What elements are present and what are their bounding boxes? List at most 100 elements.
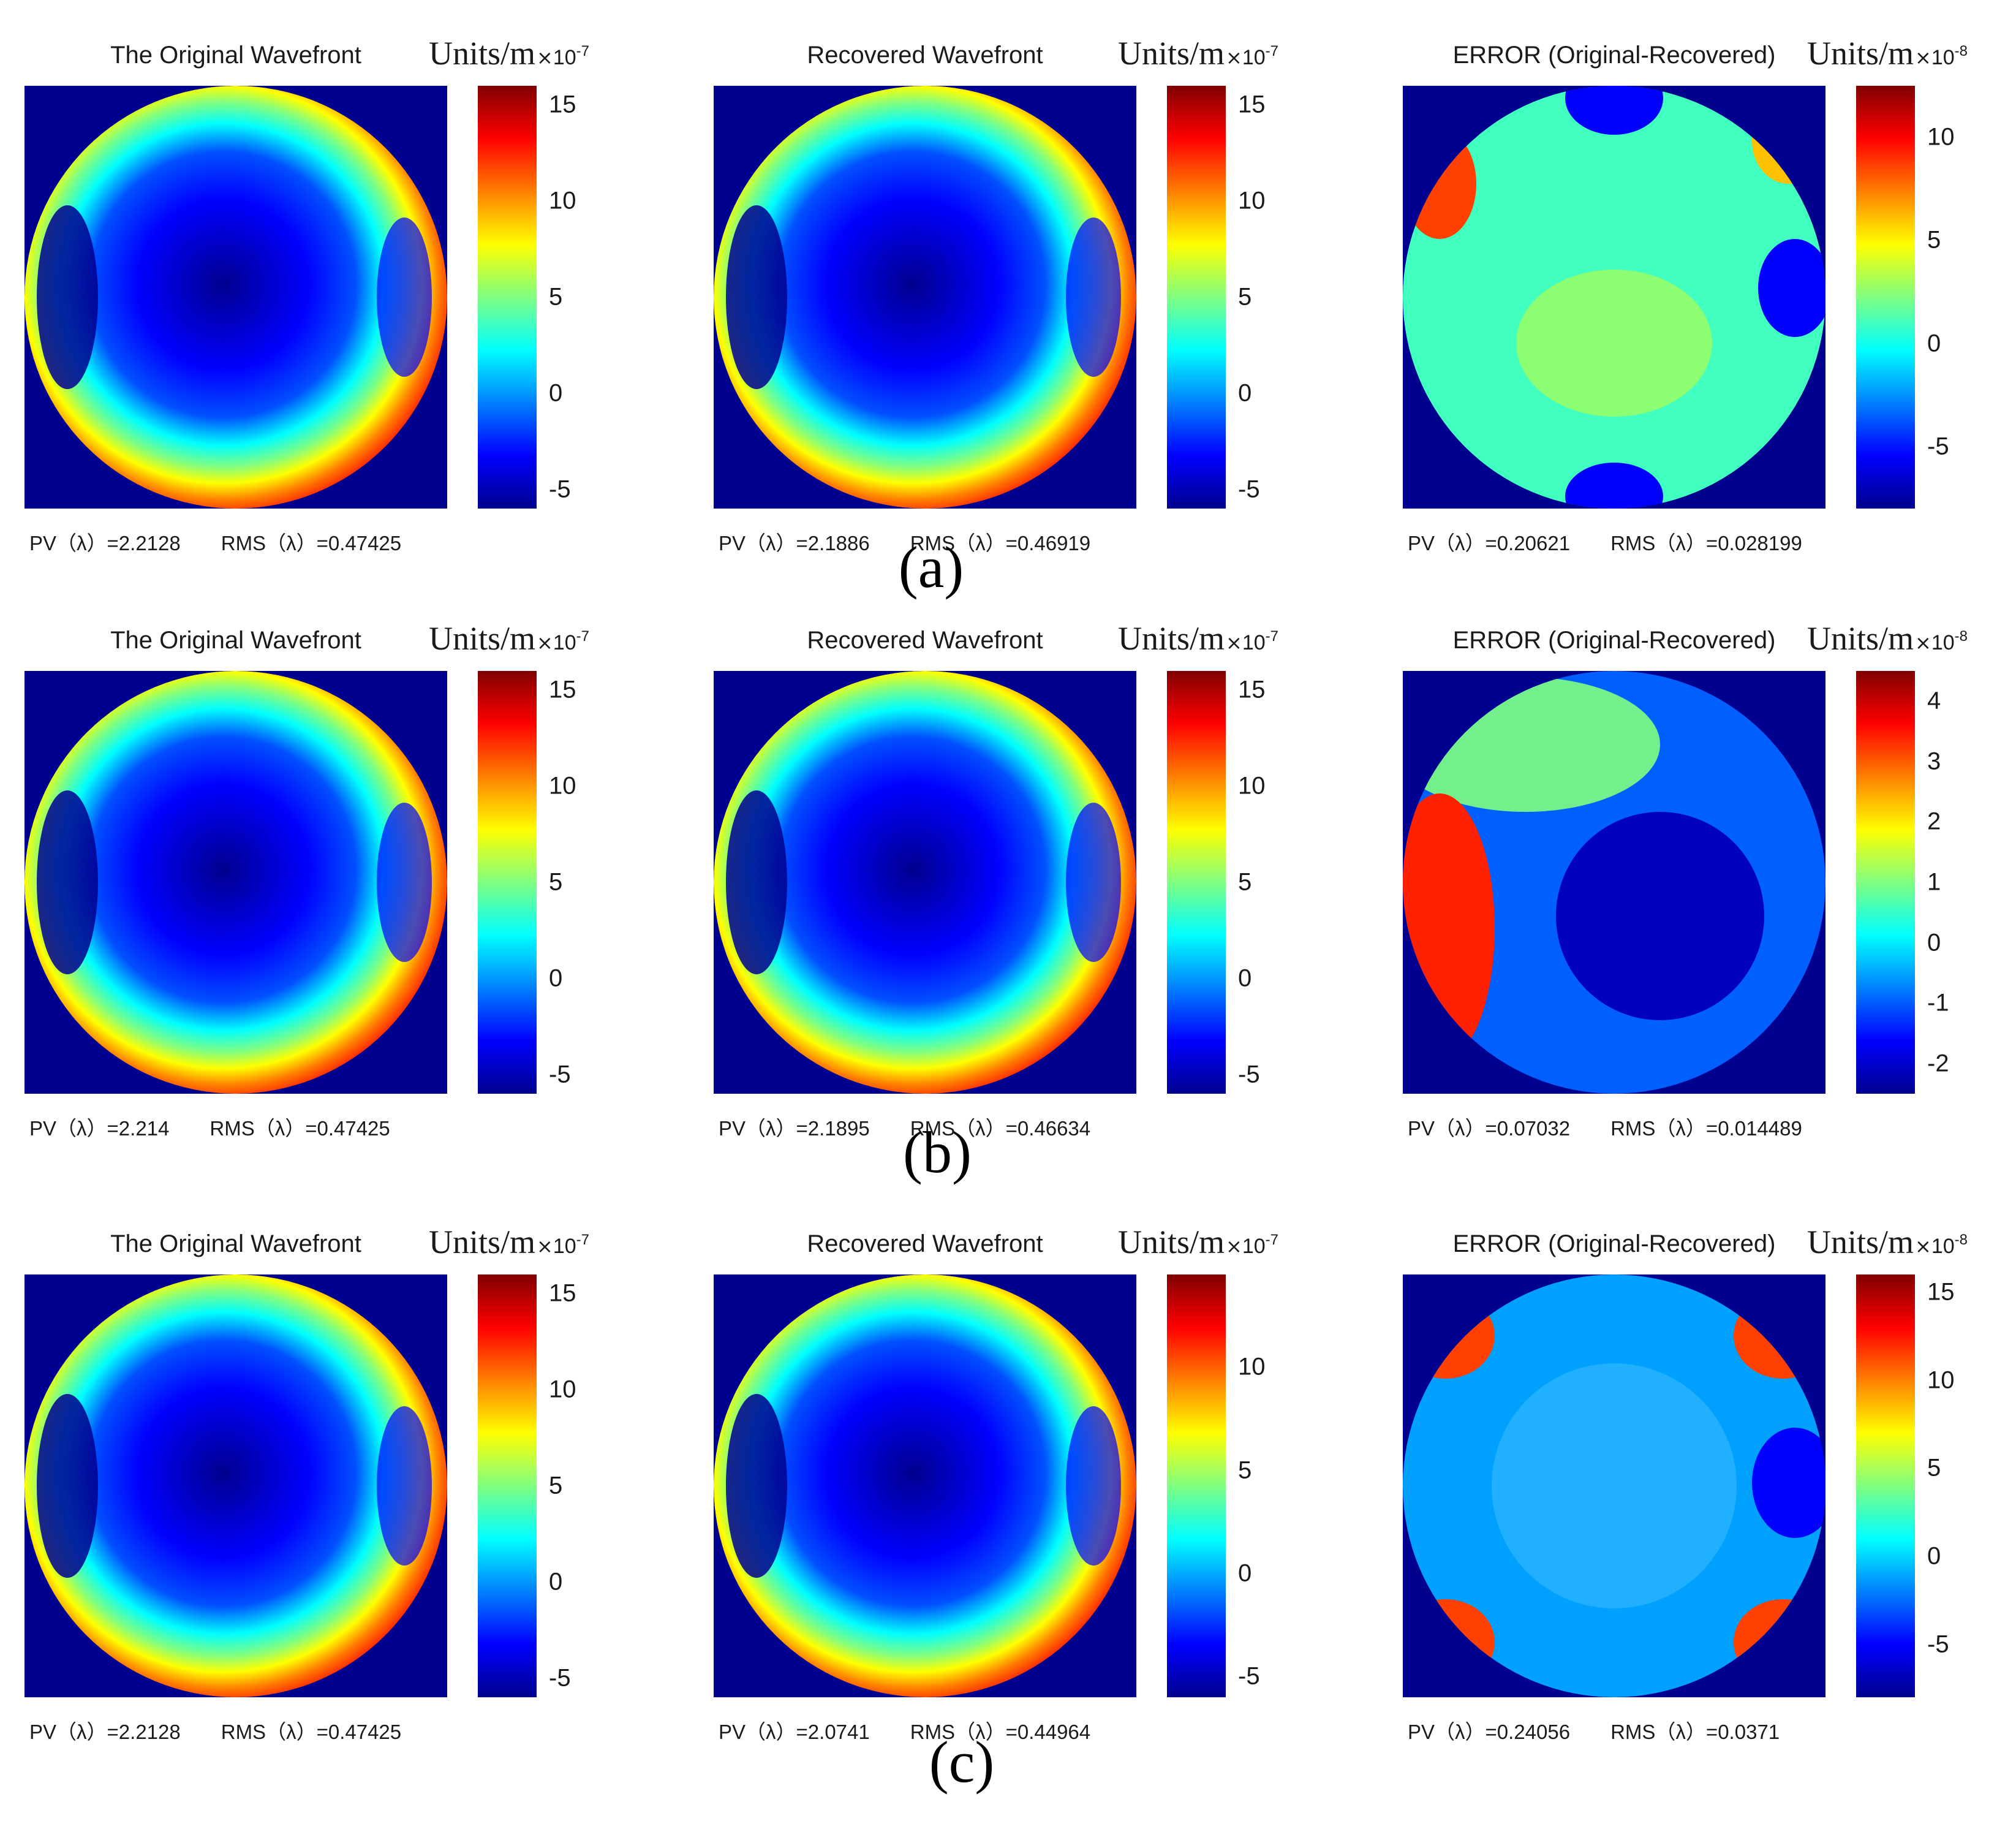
colorbar: -5 0 5 10 15: [1167, 86, 1266, 509]
edge-trough-right: [377, 1406, 432, 1566]
edge-trough-right: [1066, 1406, 1121, 1566]
colorbar: -2 -1 0 1 2 3 4: [1856, 671, 1949, 1094]
error-low-right: [1752, 1428, 1825, 1538]
colorbar-gradient: [1167, 1274, 1226, 1697]
units-times: ×: [1226, 631, 1242, 654]
units-mantissa: 10: [553, 631, 576, 654]
units-text: Units/m: [1118, 35, 1225, 72]
heatmap-plot: [714, 1274, 1136, 1697]
colorbar-units-label: Units/m×10-7: [1118, 34, 1278, 72]
colorbar-tick-label: -5: [549, 1664, 571, 1692]
units-text: Units/m: [429, 620, 536, 657]
chart-title: The Original Wavefront: [110, 627, 361, 654]
wavefront-disk: [25, 86, 447, 509]
rms-value: RMS（λ）=0.014489: [1610, 1117, 1802, 1140]
error-high-left: [1403, 129, 1476, 239]
edge-trough-right: [1066, 218, 1121, 377]
colorbar-units-label: Units/m×10-7: [429, 1223, 589, 1261]
colorbar-tick-label: 0: [1238, 1559, 1252, 1587]
error-high-right: [1752, 98, 1825, 184]
heatmap-content: [1403, 671, 1825, 1094]
edge-trough-left: [37, 790, 98, 974]
colorbar-units-label: Units/m×10-7: [429, 34, 589, 72]
colorbar-tick-label: -5: [1238, 475, 1260, 503]
heatmap-content: [714, 86, 1136, 509]
heatmap-plot: [25, 671, 447, 1094]
chart-panel: Recovered Wavefront Units/m×10-7 -5 0 5 10 15 P…: [689, 34, 1338, 588]
units-mantissa: 10: [1931, 631, 1955, 654]
units-exponent: -7: [576, 628, 590, 645]
colorbar: -5 0 5 10 15: [478, 1274, 576, 1697]
colorbar-tick-label: 5: [1238, 868, 1252, 896]
units-exponent: -7: [1265, 43, 1279, 59]
units-exponent: -8: [1954, 628, 1968, 645]
colorbar-gradient: [478, 671, 537, 1094]
edge-trough-right: [377, 218, 432, 377]
pv-rms-stats: PV（λ）=0.07032 RMS（λ）=0.014489: [1408, 1112, 1802, 1142]
heatmap-plot: [1403, 671, 1825, 1094]
row-label: (c): [929, 1729, 995, 1795]
units-times: ×: [1915, 46, 1931, 69]
edge-trough-left: [37, 205, 98, 389]
units-text: Units/m: [429, 35, 536, 72]
units-text: Units/m: [1118, 620, 1225, 657]
units-exponent: -8: [1954, 43, 1968, 59]
colorbar: -5 0 5 10 15: [478, 671, 576, 1094]
heatmap-svg: [1403, 671, 1825, 1094]
chart-panel: ERROR (Original-Recovered) Units/m×10-8 -5…: [1378, 1224, 2016, 1777]
colorbar-tick-label: 10: [1238, 1353, 1266, 1380]
pv-value: PV（λ）=2.2128: [29, 532, 181, 555]
colorbar-tick-label: 0: [1238, 379, 1252, 407]
colorbar-tick-label: 10: [549, 1376, 576, 1403]
colorbar: -5 0 5 10 15: [478, 86, 576, 509]
colorbar-tick-label: -5: [549, 475, 571, 503]
heatmap-svg: [714, 1274, 1136, 1697]
colorbar-tick-label: 10: [1238, 772, 1266, 800]
pv-rms-stats: PV（λ）=2.2128 RMS（λ）=0.47425: [29, 1716, 401, 1745]
heatmap-content: [1403, 86, 1825, 509]
colorbar-tick-label: 0: [1238, 964, 1252, 992]
pv-rms-stats: PV（λ）=2.1895 RMS（λ）=0.46634: [719, 1112, 1090, 1142]
heatmap-content: [714, 671, 1136, 1094]
wavefront-disk: [714, 671, 1136, 1094]
pv-value: PV（λ）=2.2128: [29, 1721, 181, 1743]
edge-trough-left: [726, 790, 787, 974]
units-mantissa: 10: [553, 46, 576, 69]
pv-rms-stats: PV（λ）=2.214 RMS（λ）=0.47425: [29, 1112, 390, 1142]
units-times: ×: [1226, 1235, 1242, 1258]
heatmap-plot: [25, 1274, 447, 1697]
heatmap-svg: [714, 671, 1136, 1094]
colorbar-units-label: Units/m×10-7: [1118, 619, 1278, 657]
pv-value: PV（λ）=0.07032: [1408, 1117, 1571, 1140]
chart-title: ERROR (Original-Recovered): [1452, 627, 1776, 654]
heatmap-plot: [1403, 86, 1825, 509]
chart-panel: ERROR (Original-Recovered) Units/m×10-8 -5…: [1378, 35, 2016, 588]
rms-value: RMS（λ）=0.47425: [221, 532, 402, 555]
colorbar-tick-label: 10: [1927, 123, 1955, 151]
colorbar-tick-label: 4: [1927, 687, 1941, 714]
heatmap-content: [25, 1274, 447, 1697]
pv-value: PV（λ）=2.214: [29, 1117, 170, 1140]
error-low-center: [1556, 812, 1764, 1020]
chart-title: Recovered Wavefront: [807, 627, 1043, 654]
units-exponent: -7: [1265, 1232, 1279, 1248]
heatmap-plot: [1403, 1274, 1825, 1697]
error-mid-top: [1403, 677, 1660, 812]
edge-trough-left: [726, 1394, 787, 1578]
edge-trough-right: [377, 803, 432, 962]
units-times: ×: [537, 631, 553, 654]
heatmap-plot: [714, 86, 1136, 509]
chart-title: ERROR (Original-Recovered): [1452, 42, 1776, 69]
units-text: Units/m: [1807, 620, 1914, 657]
colorbar-tick-label: 10: [549, 772, 576, 800]
colorbar-gradient: [478, 1274, 537, 1697]
colorbar-units-label: Units/m×10-8: [1807, 619, 1968, 657]
error-low-top: [1565, 86, 1663, 135]
colorbar-tick-label: 1: [1927, 868, 1941, 896]
colorbar-gradient: [1856, 1274, 1915, 1697]
units-mantissa: 10: [1242, 631, 1266, 654]
colorbar-tick-label: 3: [1927, 748, 1941, 775]
pv-value: PV（λ）=2.1895: [719, 1117, 870, 1140]
colorbar-tick-label: 0: [549, 379, 563, 407]
pv-rms-stats: PV（λ）=0.24056 RMS（λ）=0.0371: [1408, 1716, 1780, 1745]
